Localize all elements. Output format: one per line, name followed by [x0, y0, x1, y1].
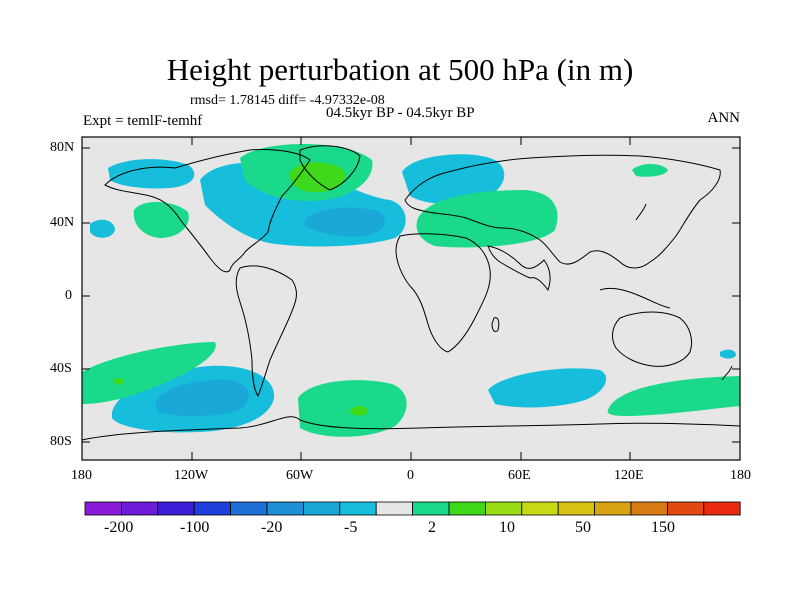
japan-coast: [635, 203, 647, 221]
colorbar-box: [448, 501, 486, 516]
colorbar-box: [230, 501, 268, 516]
anomaly-region-strong: [155, 379, 249, 417]
lat-label: 80S: [50, 434, 72, 449]
madagascar-coast: [491, 317, 500, 333]
anomaly-region-strong: [305, 207, 385, 237]
antarctica-coast: [81, 416, 741, 441]
colorbar-box: [375, 501, 414, 516]
lat-label: 40N: [50, 215, 75, 230]
colorbar-box: [339, 501, 377, 516]
colorbar-box: [266, 501, 304, 516]
lon-label: 180: [71, 468, 92, 483]
north-america-coast: [104, 149, 311, 273]
maritime-continent-coast: [599, 287, 671, 309]
colorbar-box: [703, 501, 741, 516]
lon-label: 60E: [508, 468, 531, 483]
lat-label: 0: [65, 288, 72, 303]
figure-title: Height perturbation at 500 hPa (in m): [166, 52, 634, 87]
lon-label: 120E: [614, 468, 644, 483]
anomaly-region: [133, 201, 189, 238]
greenland-coast: [299, 145, 361, 191]
lon-label: 60W: [286, 468, 314, 483]
south-america-coast: [235, 265, 297, 398]
south-asia-coast: [487, 245, 551, 292]
colorbar-label: -100: [180, 519, 210, 536]
colorbar-label: 10: [499, 519, 515, 536]
anomaly-region-strong: [350, 406, 368, 416]
figure-subtitle: 04.5kyr BP - 04.5kyr BP: [326, 105, 475, 121]
anomaly-region: [108, 159, 195, 189]
australia-coast: [612, 311, 693, 367]
colorbar: [84, 501, 741, 516]
colorbar-box: [157, 501, 195, 516]
anomaly-region: [416, 190, 558, 248]
lon-label: 180: [730, 468, 751, 483]
season-label: ANN: [707, 110, 741, 126]
anomaly-region: [632, 164, 668, 177]
anomaly-region: [82, 342, 216, 404]
colorbar-label: -20: [261, 519, 283, 536]
anomaly-region: [488, 368, 607, 408]
lon-label: 120W: [174, 468, 209, 483]
colorbar-label: -5: [344, 519, 358, 536]
colorbar-box: [84, 501, 122, 516]
colorbar-label: 150: [651, 519, 675, 536]
colorbar-box: [557, 501, 596, 516]
anomaly-region-strong: [114, 378, 124, 385]
experiment-label: Expt = temlF-temhf: [83, 113, 203, 129]
colorbar-box: [630, 501, 668, 516]
lat-label: 40S: [50, 361, 72, 376]
colorbar-box: [594, 501, 632, 516]
lat-label: 80N: [50, 140, 75, 155]
anomaly-region: [607, 376, 740, 416]
colorbar-label: -200: [104, 519, 134, 536]
anomaly-region: [720, 349, 736, 359]
colorbar-box: [667, 501, 705, 516]
colorbar-label: 2: [428, 519, 436, 536]
lon-label: 0: [407, 468, 414, 483]
colorbar-box: [412, 501, 450, 516]
colorbar-box: [484, 501, 523, 516]
lat-ticks: [82, 147, 740, 443]
stats-text: rmsd= 1.78145 diff= -4.97332e-08: [190, 93, 385, 108]
colorbar-box: [521, 501, 559, 516]
positive-anomaly-regions: [82, 144, 740, 437]
colorbar-label: 50: [575, 519, 591, 536]
colorbar-box: [302, 501, 341, 516]
anomaly-region: [90, 219, 115, 238]
lon-ticks: [81, 137, 741, 460]
colorbar-box: [193, 501, 231, 516]
new-zealand-coast: [721, 365, 733, 381]
anomaly-region: [402, 154, 505, 204]
africa-coast: [395, 233, 491, 353]
eurasia-coast: [404, 154, 721, 269]
colorbar-box: [121, 501, 159, 516]
coastlines: [81, 145, 741, 441]
